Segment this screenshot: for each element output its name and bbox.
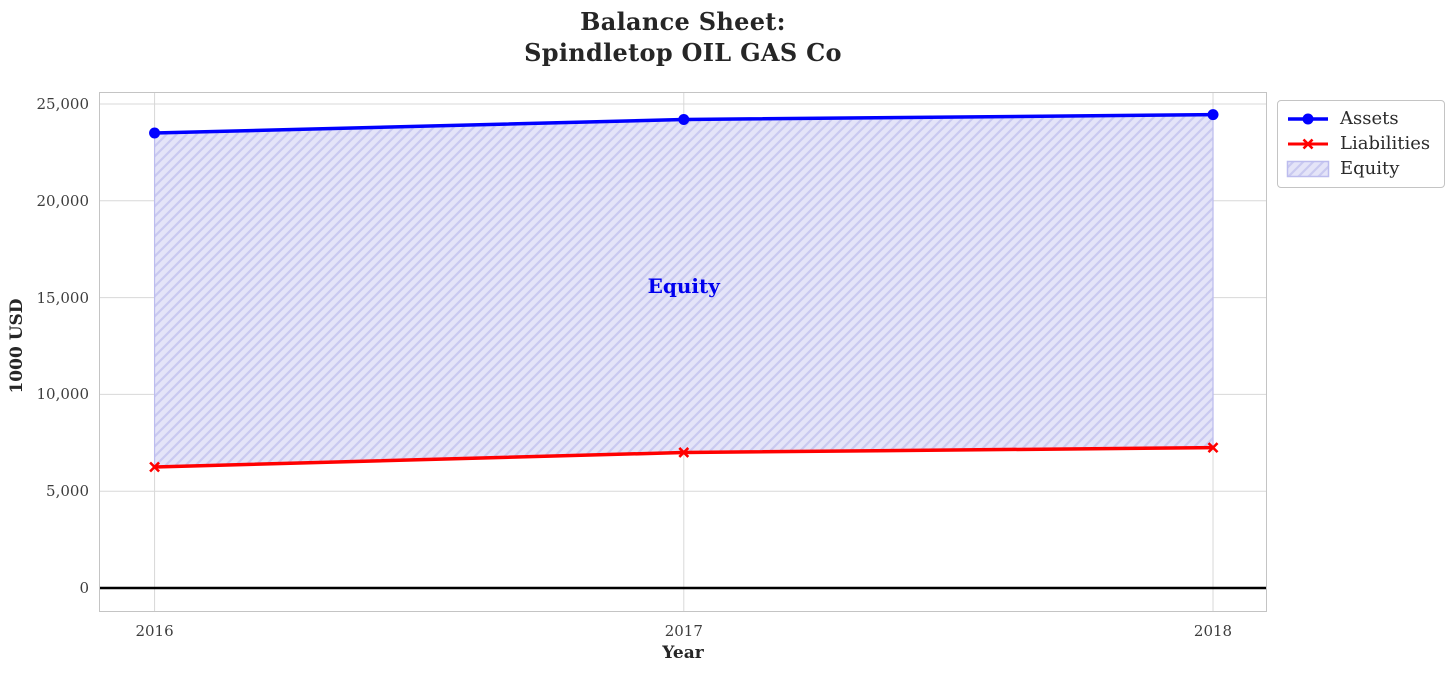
legend-item-assets: Assets: [1286, 107, 1436, 132]
plot-graphics: [99, 92, 1267, 612]
y-tick-label: 15,000: [36, 288, 90, 307]
legend-label-assets: Assets: [1340, 108, 1399, 130]
chart-title-line1: Balance Sheet:: [580, 7, 786, 36]
x-axis-label: Year: [662, 643, 704, 663]
chart-title: Balance Sheet: Spindletop OIL GAS Co: [524, 6, 842, 68]
x-tick-label: 2017: [664, 622, 703, 640]
equity-patch-icon: [1286, 160, 1330, 177]
equity-area-annotation: Equity: [647, 273, 720, 298]
y-tick-label: 20,000: [36, 191, 90, 210]
assets-marker: [1207, 109, 1219, 121]
plot-border: [99, 92, 1267, 612]
liabilities-marker: [1207, 442, 1219, 454]
liabilities-marker: [149, 461, 160, 473]
assets-marker: [678, 113, 690, 125]
y-tick-label: 5,000: [46, 482, 89, 501]
y-tick-label: 0: [79, 578, 89, 597]
legend-item-liabilities: Liabilities: [1286, 132, 1436, 157]
chart-title-line2: Spindletop OIL GAS Co: [524, 38, 842, 67]
y-tick-label: 25,000: [36, 95, 90, 113]
legend-label-equity: Equity: [1340, 157, 1400, 179]
assets-line-icon: [1288, 113, 1328, 125]
y-tick-label: 10,000: [36, 385, 90, 404]
assets-marker: [149, 127, 161, 139]
legend-item-equity: Equity: [1286, 156, 1436, 181]
x-tick-label: 2018: [1193, 622, 1233, 640]
legend: Assets Liabilities Equity: [1277, 100, 1445, 188]
liabilities-line-icon: [1288, 138, 1328, 150]
y-axis-label: 1000 USD: [7, 298, 27, 394]
liabilities-marker: [678, 447, 690, 458]
x-tick-label: 2016: [135, 622, 174, 640]
legend-label-liabilities: Liabilities: [1340, 133, 1431, 154]
plot-area: Equity: [99, 92, 1267, 612]
